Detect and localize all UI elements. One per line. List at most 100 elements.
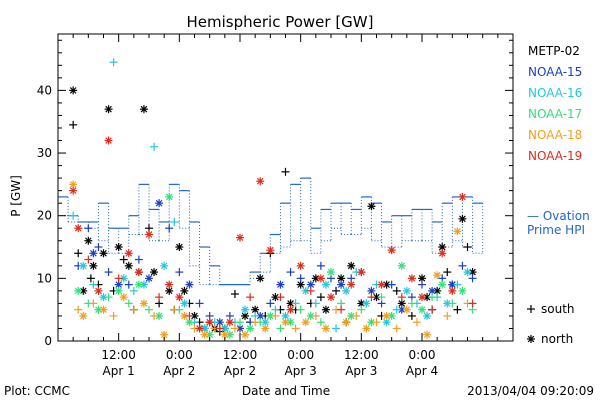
point-noaa-17-16-south [236,318,244,327]
point-noaa-18-8-north [139,299,148,308]
ovation-step-13 [189,221,201,285]
point-noaa-16-38-south [453,280,462,289]
point-noaa-15-13-south [195,299,204,308]
point-noaa-18-23-south [291,324,300,333]
point-noaa-16-32-south [392,305,401,314]
point-noaa-16-0-south [69,211,78,220]
legend-entry-noaa-15: NOAA-15 [528,65,582,79]
point-noaa-18-31-south [372,318,381,327]
point-noaa-17-17-north [246,324,255,333]
point-noaa-18-26-north [321,324,330,333]
ovation-step-3 [88,203,99,241]
x-axis-label: Date and Time [242,384,330,398]
point-noaa-19-0-north [69,186,78,195]
point-noaa-15-32-south [387,280,396,289]
point-noaa-16-25-north [321,280,330,289]
point-noaa-18-3-south [89,299,98,308]
x-tick-date-label: Apr 1 [103,364,135,378]
legend-entry-noaa-19: NOAA-19 [528,149,582,163]
x-tick-date-label: Apr 2 [224,364,256,378]
ovation-step-34 [401,209,413,242]
point-noaa-17-36-north [438,280,447,289]
x-tick-time-label: 0:00 [409,348,436,362]
point-noaa-15-3-south [94,243,103,252]
x-tick-time-label: 12:00 [101,348,136,362]
point-noaa-19-22-north [286,305,295,314]
point-noaa-17-22-south [296,305,305,314]
point-metp-02-41-south [281,167,290,176]
point-noaa-16-15-north [220,324,229,333]
ovation-step-30 [361,196,372,241]
ovation-step-37 [432,203,443,254]
legend: METP-02 NOAA-15 NOAA-16 NOAA-17 NOAA-18 NOAA-… [527,44,590,346]
point-noaa-18-1-south [74,305,83,314]
y-tick-label: 40 [37,83,52,97]
point-noaa-18-35-south [412,318,421,327]
point-noaa-19-4-north [104,136,113,145]
point-noaa-16-8-south [150,142,159,151]
point-metp-02-2-south [74,249,83,258]
point-noaa-15-20-south [266,299,275,308]
x-tick-time-label: 0:00 [166,348,193,362]
point-metp-02-18-north [150,268,159,277]
ovation-step-21 [270,203,281,254]
point-noaa-19-6-north [124,249,133,258]
point-noaa-15-12-north [185,280,194,289]
ovation-step-26 [320,203,332,242]
point-noaa-18-32-north [382,311,391,320]
y-axis-label: P [GW] [9,175,23,217]
x-tick-date-label: Apr 4 [406,364,438,378]
point-metp-02-9-north [104,105,113,114]
point-metp-02-11-north [114,243,123,252]
point-noaa-16-22-south [291,299,300,308]
point-noaa-17-34-north [418,305,426,314]
x-tick-time-label: 12:00 [344,348,379,362]
point-noaa-19-35-north [418,293,426,302]
point-metp-02-1-south [69,120,78,129]
point-noaa-17-37-south [448,299,457,308]
point-metp-02-16-north [139,105,148,114]
point-noaa-18-2-north [79,311,88,320]
point-noaa-17-32-north [397,261,406,270]
point-noaa-19-5-south [114,274,123,283]
point-noaa-15-22-south [286,268,295,277]
ovation-step-24 [300,177,312,254]
point-noaa-18-18-north [241,330,250,339]
point-noaa-19-8-north [145,230,153,239]
point-noaa-17-33-south [407,299,416,308]
point-noaa-19-15-south [215,324,224,333]
point-noaa-17-20-south [276,324,285,333]
point-noaa-16-21-north [281,311,290,320]
point-noaa-17-38-north [458,286,467,295]
point-noaa-15-10-south [165,224,174,233]
point-noaa-19-40-south [468,299,477,308]
ovation-step-29 [351,196,362,235]
axes-layer: 0 10 20 30 40 12:00 Apr 1 0:00 Apr 2 12:00 Apr 2 0:… [37,33,514,378]
point-metp-02-52-north [347,261,356,270]
ovation-step-14 [199,246,211,286]
point-metp-02-8-north [99,249,108,258]
point-noaa-15-21-north [276,280,285,289]
point-noaa-19-24-south [306,286,315,295]
point-noaa-16-17-north [241,305,250,314]
point-noaa-19-38-north [448,286,457,295]
point-noaa-19-2-south [84,255,93,264]
point-noaa-18-4-north [99,305,108,314]
point-noaa-17-28-south [357,305,366,314]
point-noaa-19-29-north [357,268,366,277]
legend-marker-south [527,305,535,313]
point-noaa-19-33-south [397,293,406,302]
point-noaa-19-23-north [296,261,305,270]
ovation-step-18 [240,272,251,286]
point-noaa-18-9-south [150,311,159,320]
legend-ovation-line-1: Prime HPI [527,223,585,237]
y-tick-label: 0 [44,334,52,348]
point-noaa-16-39-north [463,268,472,277]
point-noaa-18-25-south [311,311,320,320]
point-noaa-16-11-north [180,299,189,308]
point-noaa-17-24-south [316,318,325,327]
y-tick-label: 30 [37,146,52,160]
ovation-step-41 [472,202,484,254]
point-noaa-19-25-north [316,274,325,283]
point-noaa-18-6-north [119,293,128,302]
